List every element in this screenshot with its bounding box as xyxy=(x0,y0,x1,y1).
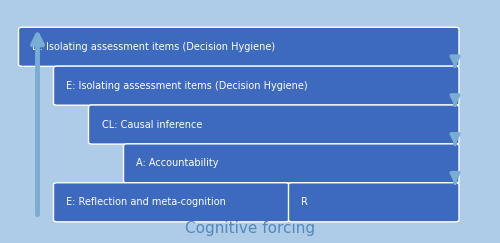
Text: Cognitive forcing: Cognitive forcing xyxy=(185,221,315,236)
Text: A: Accountability: A: Accountability xyxy=(136,158,219,168)
Text: D: Isolating assessment items (Decision Hygiene): D: Isolating assessment items (Decision … xyxy=(32,42,274,52)
Text: E: Reflection and meta-cognition: E: Reflection and meta-cognition xyxy=(66,197,226,207)
FancyBboxPatch shape xyxy=(288,183,459,222)
FancyBboxPatch shape xyxy=(88,105,459,144)
Text: R: R xyxy=(302,197,308,207)
FancyBboxPatch shape xyxy=(18,27,459,66)
FancyBboxPatch shape xyxy=(54,183,289,222)
FancyBboxPatch shape xyxy=(54,66,459,105)
Text: E: Isolating assessment items (Decision Hygiene): E: Isolating assessment items (Decision … xyxy=(66,81,308,91)
Text: CL: Causal inference: CL: Causal inference xyxy=(102,120,202,130)
FancyBboxPatch shape xyxy=(124,144,459,183)
